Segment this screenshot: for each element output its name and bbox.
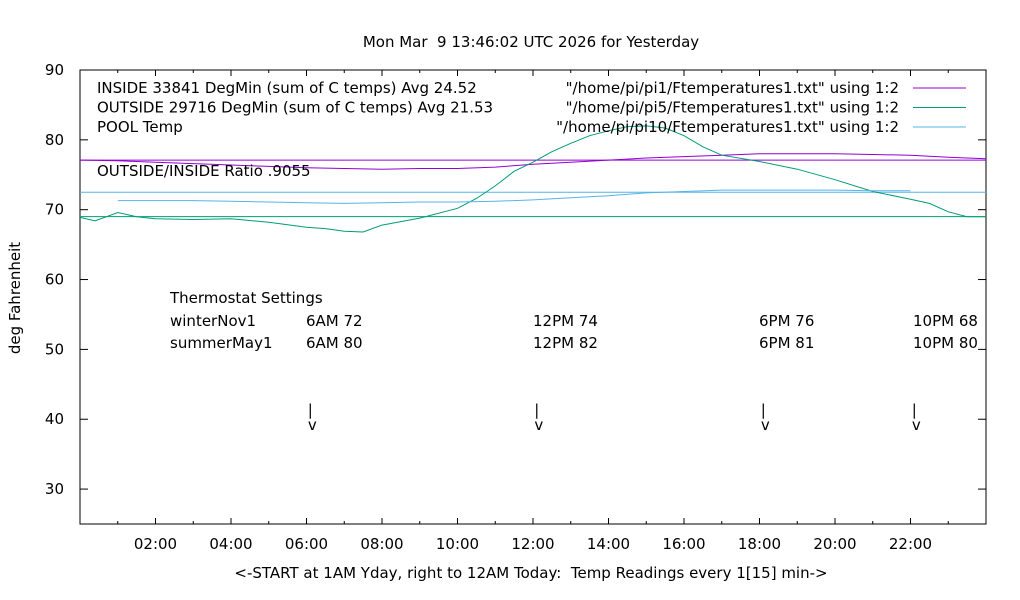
y-tick-label: 80 — [45, 131, 64, 149]
x-tick-label: 22:00 — [889, 535, 932, 553]
marker-bar: | — [912, 401, 917, 419]
legend-entry-name: INSIDE 33841 DegMin (sum of C temps) Avg… — [97, 79, 477, 97]
legend-entry-name: POOL Temp — [97, 118, 183, 136]
marker-arrow: v — [912, 416, 921, 434]
legend-entry-source: "/home/pi/pi1/Ftemperatures1.txt" using … — [566, 79, 899, 97]
chart-title: Mon Mar 9 13:46:02 UTC 2026 for Yesterda… — [363, 33, 699, 51]
series-lines — [79, 125, 987, 233]
thermostat-title: Thermostat Settings — [169, 289, 323, 307]
thermostat-row-label: summerMay1 — [170, 334, 273, 352]
legend: INSIDE 33841 DegMin (sum of C temps) Avg… — [97, 79, 966, 136]
y-tick-label: 70 — [45, 201, 64, 219]
x-tick-label: 16:00 — [662, 535, 705, 553]
x-tick-label: 12:00 — [511, 535, 554, 553]
marker-arrow: v — [761, 416, 770, 434]
x-tick-label: 14:00 — [587, 535, 630, 553]
x-tick-label: 06:00 — [285, 535, 328, 553]
thermostat-setting: 6AM 72 — [306, 312, 363, 330]
marker-arrow: v — [534, 416, 543, 434]
series-line — [79, 153, 987, 170]
thermostat-setting: 6PM 81 — [759, 334, 814, 352]
y-tick-label: 30 — [45, 480, 64, 498]
series-line — [79, 125, 986, 233]
x-tick-label: 10:00 — [436, 535, 479, 553]
y-tick-label: 40 — [45, 410, 64, 428]
ratio-annotation: OUTSIDE/INSIDE Ratio .9055 — [97, 162, 311, 180]
thermostat-setting: 6PM 76 — [759, 312, 814, 330]
marker-bar: | — [761, 401, 766, 419]
y-tick-label: 90 — [45, 61, 64, 79]
y-tick-label: 50 — [45, 340, 64, 358]
y-tick-label: 60 — [45, 271, 64, 289]
thermostat-setting: 12PM 82 — [533, 334, 598, 352]
marker-bar: | — [308, 401, 313, 419]
legend-entry-name: OUTSIDE 29716 DegMin (sum of C temps) Av… — [97, 99, 493, 117]
marker-bar: | — [534, 401, 539, 419]
x-axis-label: <-START at 1AM Yday, right to 12AM Today… — [234, 564, 827, 582]
thermostat-setting: 12PM 74 — [533, 312, 598, 330]
legend-entry-source: "/home/pi/pi10/Ftemperatures1.txt" using… — [556, 118, 899, 136]
thermostat-row-label: winterNov1 — [170, 312, 256, 330]
series-line — [117, 189, 911, 204]
x-tick-label: 20:00 — [813, 535, 856, 553]
average-lines — [80, 159, 986, 218]
x-tick-label: 18:00 — [738, 535, 781, 553]
thermostat-setting: 10PM 68 — [913, 312, 978, 330]
x-tick-label: 02:00 — [134, 535, 177, 553]
thermostat-setting: 6AM 80 — [306, 334, 363, 352]
marker-arrow: v — [308, 416, 317, 434]
thermostat-setting: 10PM 80 — [913, 334, 978, 352]
x-tick-label: 08:00 — [360, 535, 403, 553]
y-axis-label: deg Fahrenheit — [6, 242, 24, 354]
annotations: OUTSIDE/INSIDE Ratio .9055 Thermostat Set… — [97, 162, 978, 434]
legend-entry-source: "/home/pi/pi5/Ftemperatures1.txt" using … — [566, 99, 899, 117]
x-tick-label: 04:00 — [209, 535, 252, 553]
axis-ticks: 02:00 04:00 06:00 08:00 10:00 12:00 14:00 16:00… — [45, 61, 986, 553]
